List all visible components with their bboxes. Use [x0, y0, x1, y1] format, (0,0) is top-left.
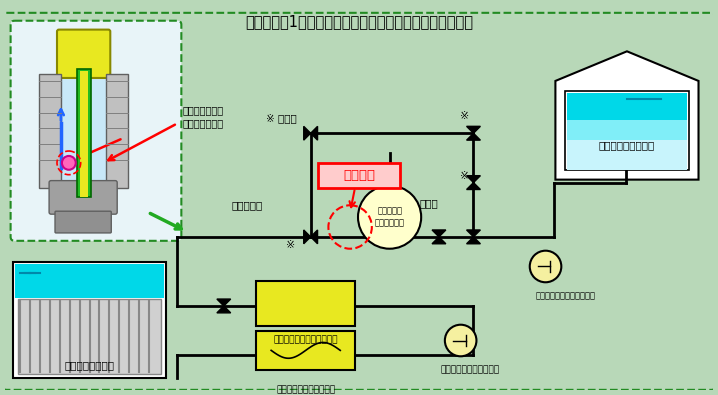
- Bar: [256, 281, 355, 326]
- Text: 使用済燃料ビット冷却器: 使用済燃料ビット冷却器: [276, 385, 335, 394]
- Polygon shape: [217, 299, 230, 306]
- Polygon shape: [432, 237, 446, 244]
- Polygon shape: [311, 126, 317, 140]
- Text: 使用済燃料: 使用済燃料: [377, 207, 402, 216]
- Text: ※: ※: [460, 111, 470, 121]
- Circle shape: [445, 325, 477, 356]
- Polygon shape: [467, 182, 480, 190]
- FancyBboxPatch shape: [55, 211, 111, 233]
- Polygon shape: [390, 230, 396, 244]
- Polygon shape: [467, 237, 480, 244]
- Bar: [565, 91, 689, 170]
- Polygon shape: [432, 230, 446, 237]
- Polygon shape: [467, 230, 480, 237]
- Circle shape: [358, 186, 421, 249]
- Text: 使用済燃料ビットフィルタ: 使用済燃料ビットフィルタ: [274, 336, 338, 344]
- Text: 当該箇所: 当該箇所: [343, 169, 375, 182]
- Circle shape: [530, 251, 561, 282]
- Text: 閉止栓: 閉止栓: [419, 198, 438, 208]
- FancyBboxPatch shape: [39, 74, 61, 188]
- FancyBboxPatch shape: [318, 163, 400, 188]
- Polygon shape: [383, 230, 390, 244]
- Bar: [80, 71, 88, 198]
- Bar: [14, 263, 164, 298]
- FancyBboxPatch shape: [11, 21, 182, 241]
- Text: ※ 周辺弁: ※ 周辺弁: [266, 113, 297, 123]
- Polygon shape: [311, 230, 317, 244]
- Bar: [77, 69, 90, 198]
- Text: 燃料取替用水タンクポンプ: 燃料取替用水タンクポンプ: [536, 291, 595, 300]
- Bar: [567, 120, 686, 140]
- Text: ※: ※: [286, 240, 296, 250]
- Text: 使用済燃料ビットポンプ: 使用済燃料ビットポンプ: [441, 365, 500, 374]
- FancyBboxPatch shape: [106, 74, 129, 188]
- Bar: [567, 140, 686, 170]
- Polygon shape: [467, 176, 480, 182]
- Bar: [49, 74, 118, 192]
- Text: 配管外表面の傷: 配管外表面の傷: [182, 105, 223, 116]
- Text: 水抜き用弁: 水抜き用弁: [232, 200, 263, 210]
- Polygon shape: [304, 230, 311, 244]
- FancyBboxPatch shape: [49, 181, 117, 214]
- Polygon shape: [467, 126, 480, 133]
- Bar: [13, 261, 166, 378]
- Bar: [17, 299, 161, 374]
- FancyBboxPatch shape: [1, 13, 717, 390]
- Text: ※: ※: [460, 171, 470, 181]
- Polygon shape: [217, 306, 230, 313]
- Text: 使用済燃料ピット: 使用済燃料ピット: [64, 360, 114, 370]
- Circle shape: [62, 156, 75, 170]
- Polygon shape: [304, 126, 311, 140]
- Bar: [567, 93, 686, 120]
- FancyBboxPatch shape: [57, 30, 111, 78]
- Text: 伊方発電所1号機　燃料取替用水タンク水浄化系統概略図: 伊方発電所1号機 燃料取替用水タンク水浄化系統概略図: [245, 14, 473, 29]
- Bar: [256, 331, 355, 370]
- Text: ビット脱塩塔: ビット脱塩塔: [375, 218, 405, 228]
- Text: 燃料取替用水タンク: 燃料取替用水タンク: [599, 140, 655, 150]
- Polygon shape: [556, 51, 699, 180]
- Text: を伝い、漏えい: を伝い、漏えい: [182, 118, 223, 128]
- Polygon shape: [467, 133, 480, 140]
